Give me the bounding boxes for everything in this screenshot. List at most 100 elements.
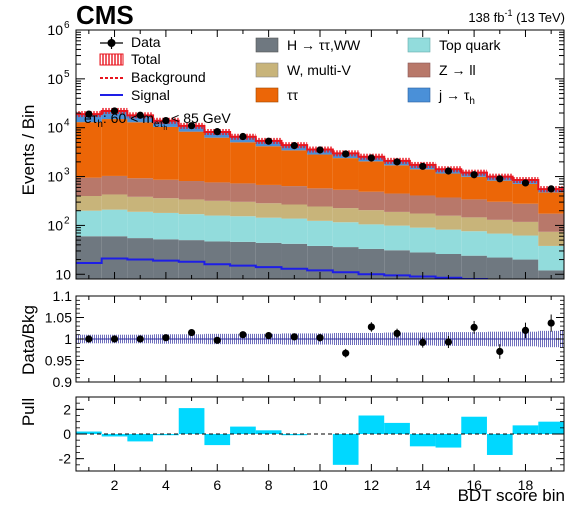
bar-top-7 bbox=[230, 216, 256, 242]
main-overlay bbox=[76, 107, 564, 279]
bar-tautau-11 bbox=[332, 158, 359, 190]
pull-bar-14 bbox=[409, 434, 436, 447]
bar-tautau-7 bbox=[230, 142, 256, 184]
data-point-18 bbox=[521, 179, 530, 187]
y-tick-label: 10 bbox=[47, 217, 63, 233]
data-point-15 bbox=[444, 167, 453, 175]
pull-bar-2 bbox=[101, 434, 128, 437]
bar-zll-3 bbox=[127, 178, 154, 197]
bar-top-15 bbox=[435, 229, 462, 254]
data-point-8 bbox=[265, 137, 273, 145]
signal-line bbox=[76, 257, 488, 279]
bar-tautau-19 bbox=[538, 192, 564, 214]
legend-item-htt: H → ττ,WW bbox=[255, 37, 361, 53]
data-point-12 bbox=[367, 154, 375, 162]
ratio-tick-label: 0.9 bbox=[53, 374, 73, 390]
bar-wmulti-17 bbox=[486, 219, 513, 234]
bar-wmulti-9 bbox=[281, 204, 308, 219]
bar-zll-5 bbox=[178, 181, 205, 200]
pull-bar-17 bbox=[486, 434, 513, 455]
pull-tick-label: -2 bbox=[59, 451, 72, 467]
bar-zll-14 bbox=[409, 195, 436, 214]
pull-bar-9 bbox=[281, 434, 308, 436]
bar-wmulti-3 bbox=[127, 196, 154, 212]
bar-top-13 bbox=[384, 225, 410, 251]
bar-zll-8 bbox=[255, 184, 282, 204]
bar-htt-19 bbox=[538, 270, 564, 279]
ratio-point-7 bbox=[239, 331, 247, 339]
ratio-point-10 bbox=[316, 334, 324, 342]
y-tick-exponent: 2 bbox=[64, 215, 70, 226]
legend-item-jfake: j → τh bbox=[407, 87, 475, 107]
bar-wmulti-19 bbox=[538, 231, 564, 246]
bar-tautau-5 bbox=[178, 131, 205, 182]
lumi-label: 138 fb-1 (13 TeV) bbox=[468, 8, 565, 25]
bar-top-6 bbox=[204, 215, 231, 242]
data-point-4 bbox=[162, 116, 170, 125]
ratio-tick-label: 1 bbox=[64, 331, 72, 347]
bar-htt-8 bbox=[255, 242, 282, 279]
data-point-6 bbox=[213, 128, 221, 136]
ratio-tick-label: 1.1 bbox=[53, 288, 73, 304]
ratio-point-11 bbox=[342, 349, 350, 357]
bar-htt-1 bbox=[76, 236, 102, 279]
data-point-16 bbox=[470, 171, 478, 179]
bar-wmulti-2 bbox=[101, 194, 128, 210]
x-tick-label: 8 bbox=[265, 477, 273, 493]
bar-tautau-12 bbox=[358, 161, 385, 192]
bar-wmulti-1 bbox=[76, 196, 102, 211]
bar-top-3 bbox=[127, 211, 154, 239]
bar-zll-11 bbox=[332, 189, 359, 209]
legend-item-background: Background bbox=[100, 69, 206, 85]
legend-item-wmulti: W, multi-V bbox=[255, 62, 351, 78]
bar-jfake-1 bbox=[76, 114, 102, 123]
ratio-point-13 bbox=[393, 329, 401, 338]
data-point-17 bbox=[496, 175, 504, 183]
bar-htt-17 bbox=[486, 257, 513, 279]
x-tick-label: 18 bbox=[518, 477, 534, 493]
bar-htt-6 bbox=[204, 241, 231, 279]
ratio-point-8 bbox=[265, 331, 273, 340]
bar-top-14 bbox=[409, 227, 436, 253]
legend-item-top: Top quark bbox=[407, 37, 501, 53]
ratio-layer bbox=[76, 314, 564, 359]
y-tick-label: 10 bbox=[47, 71, 63, 87]
pull-tick-label: 2 bbox=[63, 401, 71, 417]
bar-zll-19 bbox=[538, 213, 564, 232]
y-tick-exponent: 4 bbox=[64, 118, 70, 129]
bar-wmulti-11 bbox=[332, 208, 359, 223]
x-tick-label: 10 bbox=[312, 477, 328, 493]
bar-htt-18 bbox=[512, 259, 539, 279]
bar-top-10 bbox=[307, 220, 333, 246]
pull-tick-label: 0 bbox=[63, 426, 71, 442]
bar-top-4 bbox=[153, 212, 179, 240]
bar-top-9 bbox=[281, 218, 308, 244]
bar-top-8 bbox=[255, 217, 282, 243]
pull-bar-16 bbox=[461, 416, 487, 434]
pull-bar-13 bbox=[384, 422, 410, 434]
cms-logo: CMS bbox=[76, 0, 134, 30]
bar-zll-9 bbox=[281, 186, 308, 205]
ratio-point-18 bbox=[521, 326, 530, 334]
ratio-tick-label: 1.05 bbox=[45, 310, 72, 326]
bar-zll-17 bbox=[486, 201, 513, 220]
ratio-point-2 bbox=[110, 335, 119, 343]
bar-tautau-17 bbox=[486, 180, 513, 202]
pull-bar-7 bbox=[230, 426, 256, 434]
y-tick-exponent: 3 bbox=[64, 167, 70, 178]
ratio-point-17 bbox=[496, 347, 504, 356]
main-stack bbox=[76, 110, 564, 279]
ratio-point-19 bbox=[547, 319, 555, 327]
svg-text:W, multi-V: W, multi-V bbox=[287, 62, 351, 78]
legend-item-signal: Signal bbox=[100, 87, 170, 103]
bar-htt-7 bbox=[230, 241, 256, 279]
svg-text:Data: Data bbox=[131, 34, 161, 50]
bar-htt-5 bbox=[178, 240, 205, 279]
bar-htt-9 bbox=[281, 243, 308, 279]
x-tick-label: 14 bbox=[415, 477, 431, 493]
pull-bar-18 bbox=[512, 425, 539, 434]
bar-tautau-16 bbox=[461, 176, 487, 200]
ratio-point-3 bbox=[136, 335, 144, 343]
x-tick-label: 6 bbox=[213, 477, 221, 493]
pull-bar-6 bbox=[204, 434, 231, 446]
